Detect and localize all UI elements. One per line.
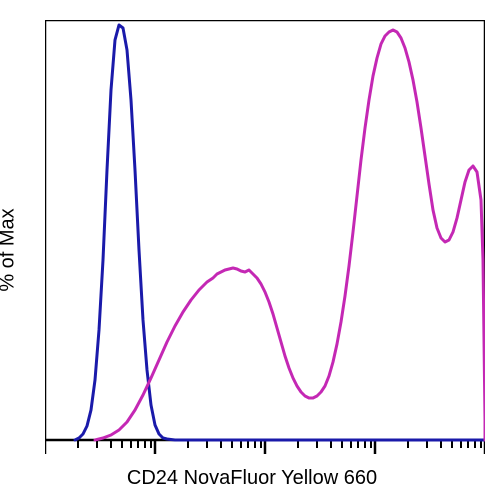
series-stained — [95, 30, 485, 440]
series-group — [75, 25, 485, 440]
series-control — [75, 25, 485, 440]
flow-cytometry-histogram: % of Max CD24 NovaFluor Yellow 660 — [0, 0, 504, 500]
x-axis-label: CD24 NovaFluor Yellow 660 — [0, 467, 504, 490]
y-axis-label: % of Max — [0, 208, 20, 291]
plot-area — [45, 20, 485, 460]
